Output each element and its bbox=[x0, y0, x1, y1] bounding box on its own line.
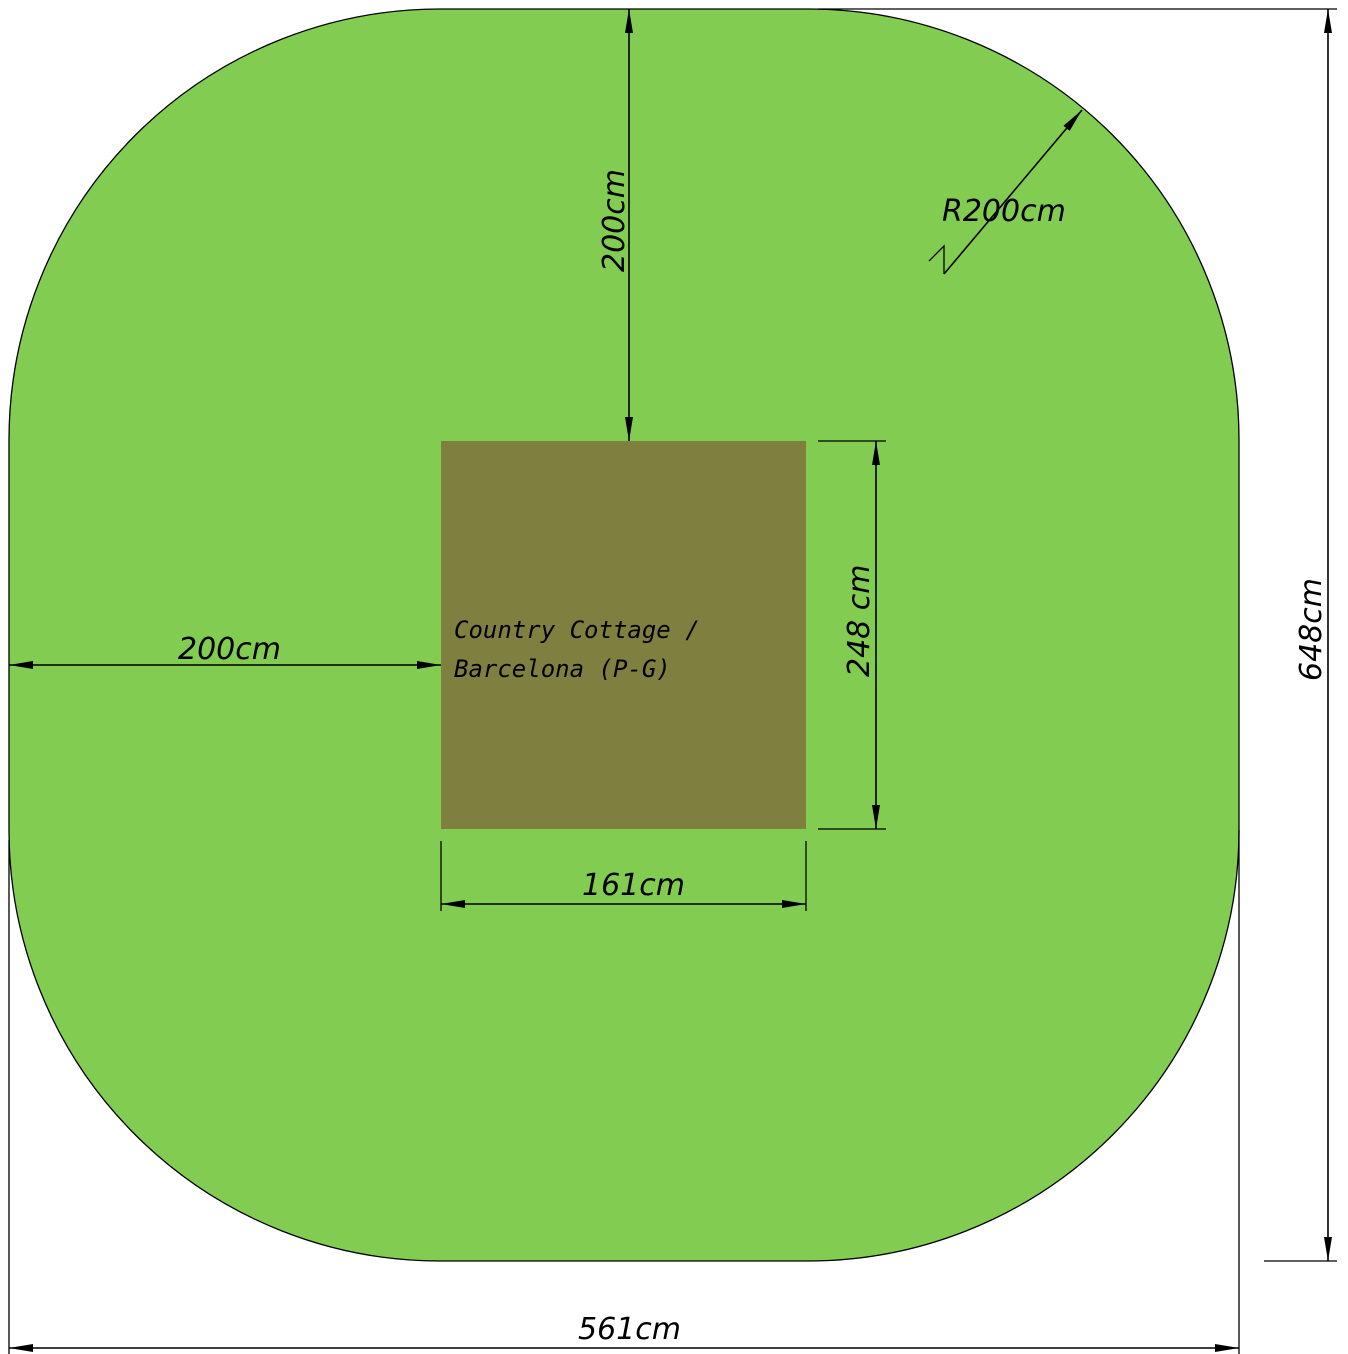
building-label-line-1: Country Cottage / bbox=[454, 616, 700, 644]
building-label-line-2: Barcelona (P-G) bbox=[454, 655, 671, 683]
left-offset-label: 200cm bbox=[178, 632, 281, 667]
total-width-label: 561cm bbox=[578, 1312, 681, 1347]
top-offset-label: 200cm bbox=[597, 169, 632, 272]
radius-leader-break bbox=[928, 244, 945, 274]
corner-radius-label: R200cm bbox=[942, 194, 1066, 229]
building-footprint bbox=[441, 441, 806, 829]
radius-leader-line bbox=[943, 109, 1083, 275]
building-depth-label: 248 cm bbox=[842, 564, 877, 677]
building-width-label: 161cm bbox=[582, 868, 685, 903]
total-height-label: 648cm bbox=[1294, 578, 1329, 681]
